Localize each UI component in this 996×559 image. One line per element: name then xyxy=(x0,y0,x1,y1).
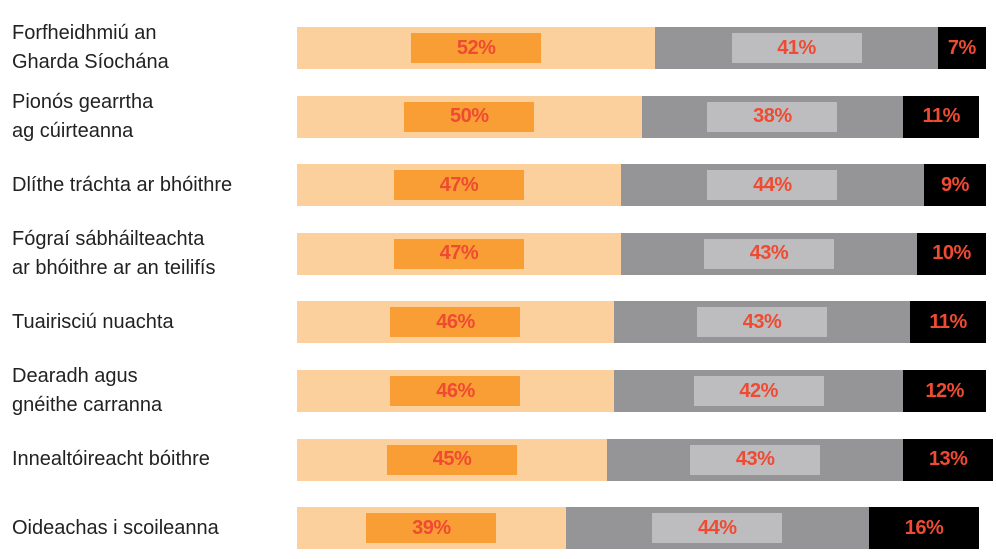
value-label: 44% xyxy=(753,173,792,196)
value-label: 45% xyxy=(432,448,472,471)
label-box xyxy=(693,376,824,406)
bar-segment xyxy=(937,27,986,69)
value-label: 47% xyxy=(439,173,479,196)
value-label: 38% xyxy=(753,105,792,128)
label-box xyxy=(697,307,828,338)
label-box xyxy=(393,170,524,201)
value-label: 46% xyxy=(436,379,475,402)
label-box xyxy=(703,238,834,269)
value-label: 52% xyxy=(456,36,496,59)
value-label: 43% xyxy=(735,448,775,471)
value-label: 43% xyxy=(742,310,782,333)
value-label: 44% xyxy=(698,516,737,539)
bar-segment xyxy=(903,438,993,481)
label-box xyxy=(652,513,783,544)
category-label: Dlíthe tráchta ar bhóithre xyxy=(12,173,233,196)
value-label: 39% xyxy=(412,516,451,539)
bar-segment xyxy=(903,95,980,138)
bar-segment xyxy=(910,301,986,344)
value-label: 46% xyxy=(436,310,475,333)
value-label: 13% xyxy=(928,448,968,471)
value-label: 11% xyxy=(929,310,967,333)
value-label: 50% xyxy=(449,105,489,128)
value-label: 12% xyxy=(925,379,964,402)
value-label: 41% xyxy=(777,36,816,59)
category-label: Innealtóireacht bóithre xyxy=(12,448,210,471)
bar-segment xyxy=(917,232,986,275)
value-label: 16% xyxy=(904,516,944,539)
label-box xyxy=(690,444,821,475)
value-label: 11% xyxy=(922,105,960,128)
value-label: 10% xyxy=(932,242,971,265)
label-box xyxy=(390,376,521,406)
label-box xyxy=(393,238,524,269)
label-box xyxy=(707,170,838,201)
label-box xyxy=(707,101,838,132)
category-label: Fógraí sábháilteachta ar bhóithre ar an … xyxy=(12,227,216,279)
label-box xyxy=(731,33,862,63)
bar-segment xyxy=(903,370,986,412)
label-box xyxy=(404,101,535,132)
value-label: 42% xyxy=(739,379,778,402)
category-label: Forfheidhmiú an Gharda Síochána xyxy=(12,22,169,73)
category-label: Dearadh agus gnéithe carranna xyxy=(12,365,163,416)
value-label: 9% xyxy=(941,173,969,196)
category-label: Oideachas i scoileanna xyxy=(12,516,219,539)
label-box xyxy=(390,307,521,338)
value-label: 43% xyxy=(749,242,789,265)
label-box xyxy=(387,444,518,475)
label-box xyxy=(411,33,542,63)
page: {"chart_data": { "type": "stacked-bar-ho… xyxy=(12,22,993,550)
bar-segment xyxy=(868,507,980,550)
value-label: 7% xyxy=(947,36,976,59)
category-label: Tuairisciú nuachta xyxy=(12,310,174,333)
value-label: 47% xyxy=(439,242,479,265)
label-box xyxy=(366,513,497,544)
bar-segment xyxy=(923,164,986,207)
category-label: Pionós gearrtha ag cúirteanna xyxy=(12,90,154,142)
